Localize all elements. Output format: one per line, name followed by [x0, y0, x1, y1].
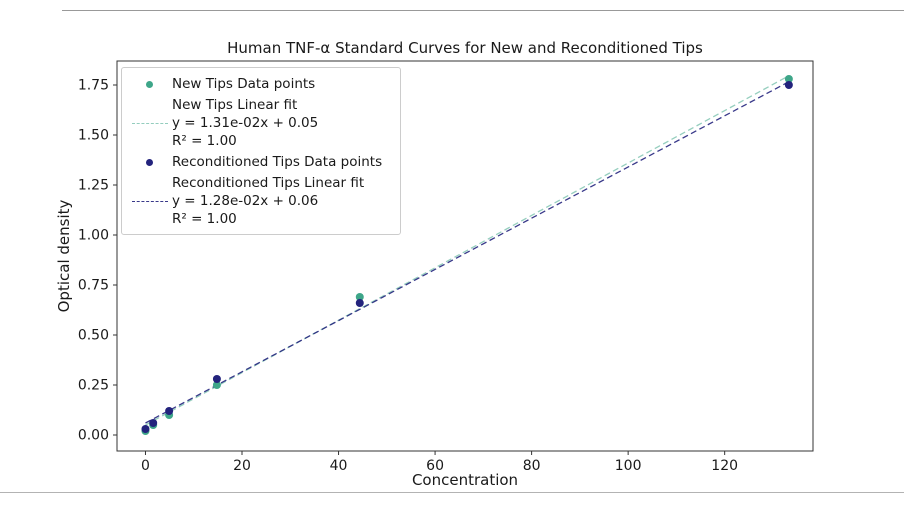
x-tick-label: 60 [426, 458, 444, 474]
x-axis-label: Concentration [411, 471, 519, 489]
scatter-dot-icon [146, 159, 153, 166]
data-point [165, 407, 174, 415]
x-tick-label: 100 [615, 458, 642, 474]
x-tick-label: 0 [141, 458, 150, 474]
bottom-border-line [0, 492, 904, 493]
fit-line [145, 75, 790, 426]
x-tick-label: 20 [233, 458, 251, 474]
legend-entry-reconditioned-fit: Reconditioned Tips Linear fit y = 1.28e-… [130, 174, 392, 228]
legend-entry-new-tips-points: New Tips Data points [130, 75, 392, 93]
data-point [212, 375, 221, 383]
top-border-line [62, 10, 904, 11]
y-tick-label: 0.50 [78, 328, 109, 344]
legend-marker [130, 96, 172, 150]
dashed-line-icon [132, 123, 168, 124]
y-axis-label: Optical density [55, 199, 73, 313]
legend-r-squared: R² = 1.00 [172, 211, 237, 227]
dashed-line-icon [132, 201, 168, 202]
plot-spines [116, 60, 814, 452]
data-point [355, 299, 364, 307]
y-tick-label: 1.50 [78, 128, 109, 144]
scatter-dot-icon [146, 81, 153, 88]
legend-r-squared: R² = 1.00 [172, 133, 237, 149]
legend-equation: y = 1.28e-02x + 0.06 [172, 193, 319, 209]
legend-marker [130, 153, 172, 171]
y-tick-label: 1.00 [78, 228, 109, 244]
legend-label: Reconditioned Tips Linear fit y = 1.28e-… [172, 174, 392, 228]
data-point [355, 293, 364, 301]
y-tick-label: 0.75 [78, 278, 109, 294]
x-tick-label: 120 [711, 458, 738, 474]
fit-line [145, 81, 790, 424]
y-tick-label: 0.25 [78, 378, 109, 394]
x-tick-label: 40 [330, 458, 348, 474]
y-tick-label: 1.75 [78, 78, 109, 94]
data-point [784, 75, 793, 83]
legend-equation: y = 1.31e-02x + 0.05 [172, 115, 319, 131]
legend-label-line: Reconditioned Tips Data points [172, 154, 383, 170]
data-point [149, 419, 158, 427]
legend: New Tips Data points New Tips Linear fit… [121, 67, 401, 235]
data-point [784, 81, 793, 89]
x-tick-label: 80 [523, 458, 541, 474]
y-tick-label: 0.00 [78, 428, 109, 444]
legend-marker [130, 174, 172, 228]
y-tick-label: 1.25 [78, 178, 109, 194]
legend-label-line: New Tips Linear fit [172, 97, 298, 113]
legend-entry-reconditioned-points: Reconditioned Tips Data points [130, 153, 392, 171]
chart-title: Human TNF-α Standard Curves for New and … [227, 39, 703, 57]
legend-label-line: Reconditioned Tips Linear fit [172, 175, 365, 191]
legend-marker [130, 75, 172, 93]
legend-label: Reconditioned Tips Data points [172, 153, 392, 171]
legend-label-line: New Tips Data points [172, 76, 316, 92]
legend-entry-new-tips-fit: New Tips Linear fit y = 1.31e-02x + 0.05… [130, 96, 392, 150]
legend-label: New Tips Data points [172, 75, 392, 93]
data-point [141, 425, 150, 433]
data-point [212, 381, 221, 389]
legend-label: New Tips Linear fit y = 1.31e-02x + 0.05… [172, 96, 392, 150]
